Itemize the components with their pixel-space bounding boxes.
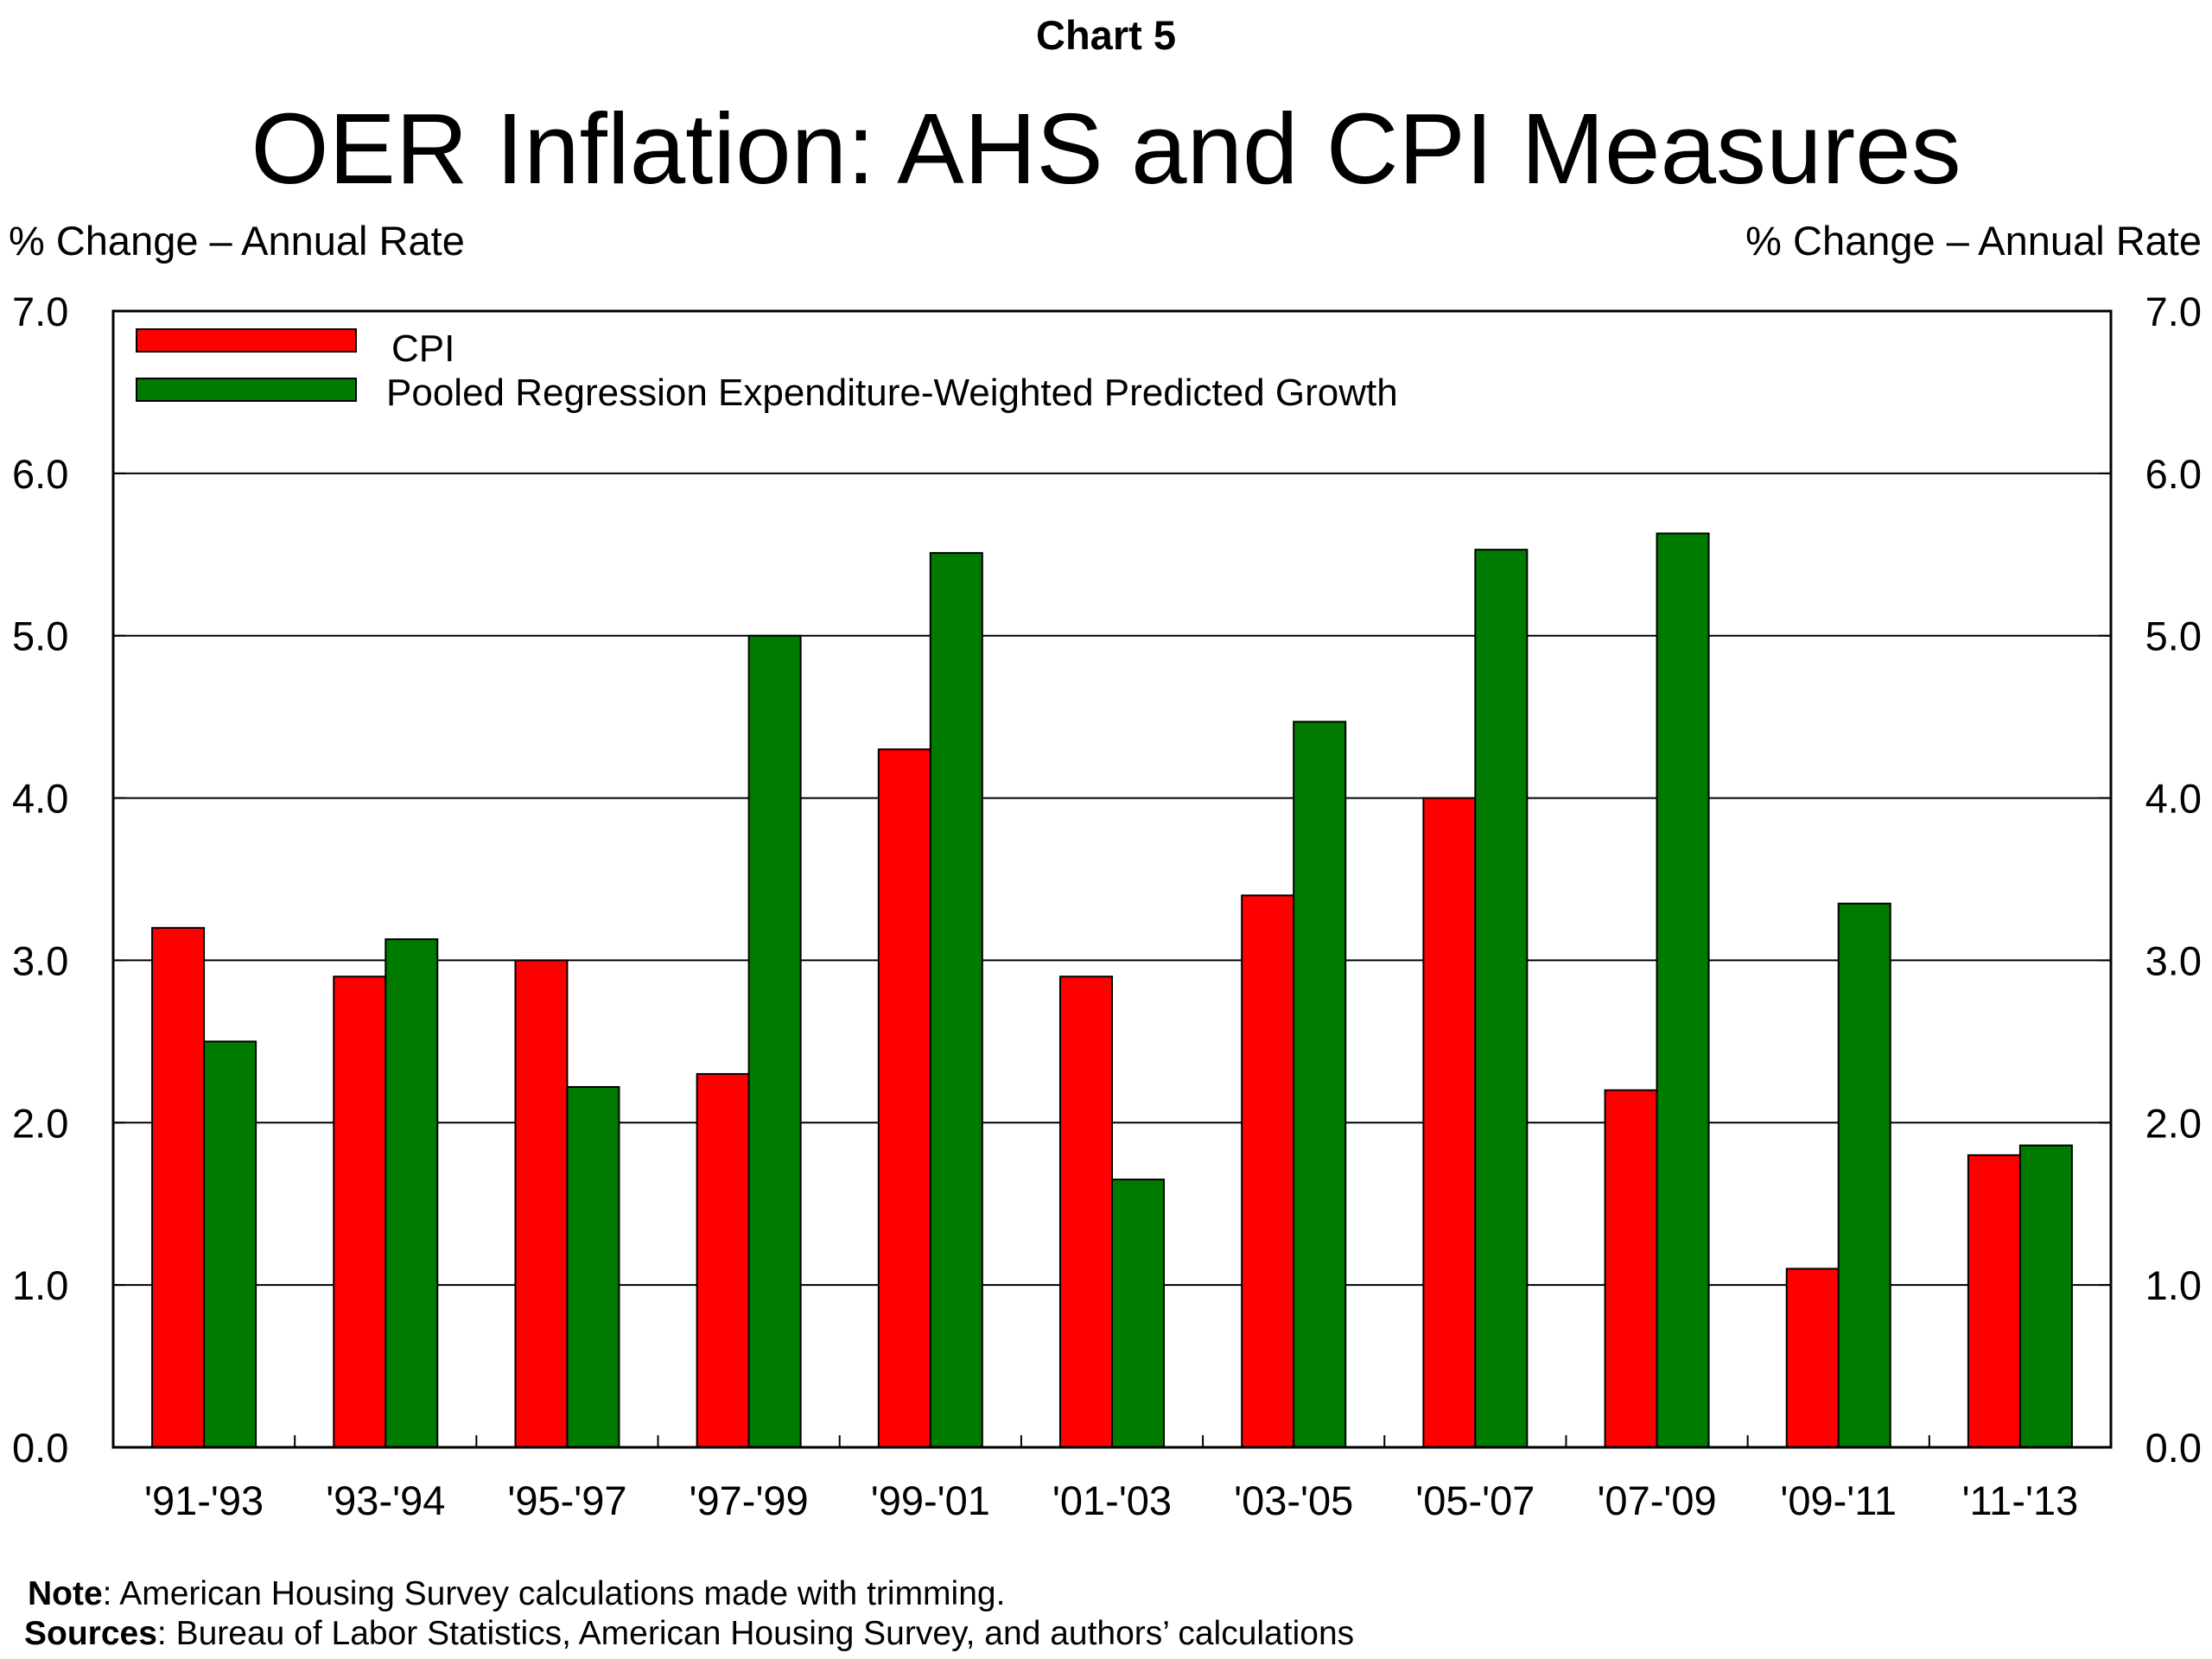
- right-axis-unit-label: % Change – Annual Rate: [1745, 218, 2202, 264]
- bar-pooled-regression: [1111, 1179, 1165, 1449]
- y-tick-label-right: 0.0: [2145, 1425, 2202, 1471]
- note-line: Note: American Housing Survey calculatio…: [28, 1575, 1005, 1612]
- y-tick-label-left: 0.0: [12, 1425, 68, 1471]
- left-y-tick-labels: 0.0 1.0 2.0 3.0 4.0 5.0 6.0 7.0: [12, 289, 68, 1471]
- bar-pooled-regression: [566, 1085, 620, 1448]
- bar-cpi: [151, 926, 206, 1449]
- x-tick-label: '11-'13: [1962, 1478, 2079, 1523]
- right-y-tick-labels: 0.0 1.0 2.0 3.0 4.0 5.0 6.0 7.0: [2145, 289, 2202, 1471]
- bar-pooled-regression: [1656, 532, 1710, 1448]
- bar-pooled-regression: [385, 938, 439, 1449]
- x-tick-label: '91-'93: [144, 1478, 264, 1523]
- legend-swatch-cpi: [136, 328, 357, 353]
- y-tick-label-left: 5.0: [12, 613, 68, 659]
- sources-text: : Bureau of Labor Statistics, American H…: [157, 1615, 1354, 1652]
- note-text: : American Housing Survey calculations m…: [103, 1575, 1006, 1612]
- y-tick-label-right: 2.0: [2145, 1100, 2202, 1146]
- x-tick-label: '99-'01: [871, 1478, 990, 1523]
- bar-cpi: [333, 976, 387, 1448]
- left-axis-unit-label: % Change – Annual Rate: [9, 218, 465, 264]
- bar-pooled-regression: [1474, 549, 1529, 1448]
- y-tick-label-right: 3.0: [2145, 938, 2202, 983]
- bar-cpi: [1604, 1089, 1658, 1448]
- bar-cpi: [1785, 1268, 1840, 1449]
- x-tick-label: '97-'99: [690, 1478, 809, 1523]
- bar-cpi: [1241, 894, 1295, 1449]
- bars: [151, 532, 2073, 1449]
- x-tick-label: '01-'03: [1052, 1478, 1172, 1523]
- axis-ticks: [113, 310, 2111, 1448]
- sources-line: Sources: Bureau of Labor Statistics, Ame…: [24, 1615, 1354, 1652]
- legend-swatch-pooled-regression: [136, 378, 357, 402]
- bar-pooled-regression: [2018, 1144, 2073, 1448]
- sources-label: Sources: [24, 1615, 157, 1652]
- x-tick-label: '05-'07: [1415, 1478, 1535, 1523]
- bar-cpi: [696, 1072, 750, 1449]
- legend: CPI Pooled Regression Expenditure-Weight…: [136, 327, 1398, 414]
- y-tick-label-left: 3.0: [12, 938, 68, 983]
- y-tick-label-left: 7.0: [12, 289, 68, 334]
- y-tick-label-right: 1.0: [2145, 1262, 2202, 1308]
- legend-label-cpi: CPI: [391, 327, 454, 370]
- y-tick-label-right: 5.0: [2145, 613, 2202, 659]
- bar-cpi: [1422, 797, 1477, 1448]
- y-tick-label-right: 7.0: [2145, 289, 2202, 334]
- legend-label-pooled-regression: Pooled Regression Expenditure-Weighted P…: [386, 372, 1398, 414]
- bar-cpi: [514, 959, 569, 1448]
- gridlines: [113, 472, 2111, 1287]
- bar-pooled-regression: [747, 634, 802, 1448]
- y-tick-label-right: 4.0: [2145, 776, 2202, 822]
- y-tick-label-right: 6.0: [2145, 451, 2202, 497]
- x-tick-label: '95-'97: [507, 1478, 626, 1523]
- y-tick-label-left: 6.0: [12, 451, 68, 497]
- bar-cpi: [1059, 976, 1113, 1448]
- bar-pooled-regression: [929, 551, 983, 1449]
- bar-cpi: [877, 748, 931, 1448]
- x-tick-label: '93-'94: [326, 1478, 445, 1523]
- y-tick-label-left: 1.0: [12, 1262, 68, 1308]
- x-tick-label: '03-'05: [1234, 1478, 1353, 1523]
- x-tick-labels: '91-'93 '93-'94 '95-'97 '97-'99 '99-'01 '01-'…: [144, 1478, 2078, 1523]
- plot-frame: [111, 309, 2113, 1449]
- x-tick-label: '09-'11: [1780, 1478, 1897, 1523]
- bar-cpi: [1967, 1154, 2021, 1449]
- bar-pooled-regression: [1837, 902, 1891, 1448]
- y-tick-label-left: 2.0: [12, 1100, 68, 1146]
- y-tick-label-left: 4.0: [12, 776, 68, 822]
- x-tick-label: '07-'09: [1597, 1478, 1716, 1523]
- bar-pooled-regression: [203, 1040, 257, 1449]
- chart-number: Chart 5: [1036, 12, 1176, 58]
- bar-pooled-regression: [1293, 721, 1347, 1448]
- note-label: Note: [28, 1575, 103, 1612]
- chart-title: OER Inflation: AHS and CPI Measures: [251, 92, 1961, 205]
